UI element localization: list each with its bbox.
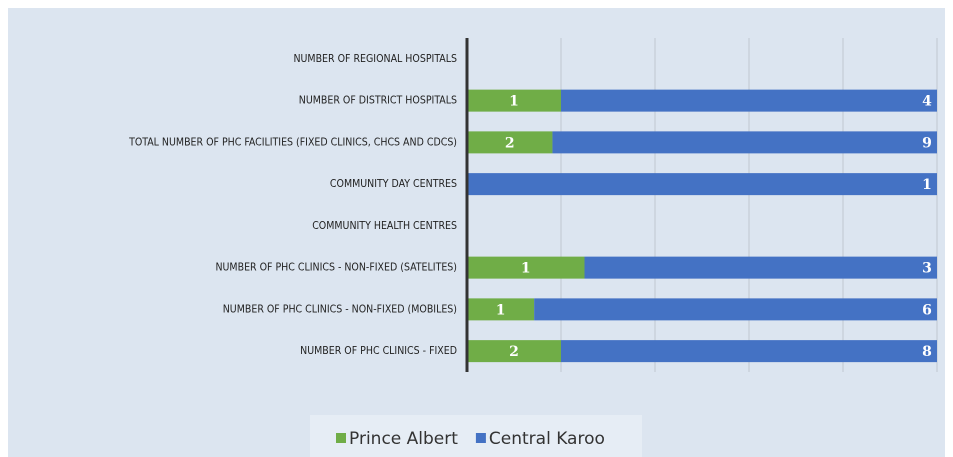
bar-segment: [467, 173, 937, 196]
bar-segment: [561, 89, 937, 112]
category-label: COMMUNITY HEALTH CENTRES: [312, 220, 457, 232]
bar-segment: [467, 131, 553, 154]
data-label: 1: [521, 261, 531, 277]
category-label: NUMBER OF DISTRICT HOSPITALS: [299, 95, 457, 107]
data-label: 1: [922, 177, 932, 193]
data-label: 1: [509, 94, 519, 110]
data-label: 6: [922, 302, 932, 318]
bar-segment: [467, 340, 561, 363]
category-label: NUMBER OF REGIONAL HOSPITALS: [293, 53, 457, 65]
data-label: 4: [922, 94, 932, 110]
category-label: NUMBER OF PHC CLINICS - NON-FIXED (SATEL…: [215, 262, 457, 274]
data-label: 8: [922, 344, 932, 360]
category-label: NUMBER OF PHC CLINICS - FIXED: [300, 345, 457, 357]
category-label: COMMUNITY DAY CENTRES: [330, 178, 457, 190]
bar-segment: [552, 131, 937, 154]
legend-swatch: [475, 433, 486, 443]
bar-segment: [467, 89, 561, 112]
data-label: 2: [505, 135, 515, 151]
data-label: 3: [922, 261, 932, 277]
bar-segment: [534, 298, 937, 321]
data-label: 1: [496, 302, 506, 318]
data-label: 9: [922, 135, 932, 151]
legend-label: Central Karoo: [489, 429, 605, 449]
legend-swatch: [336, 433, 346, 443]
data-label: 2: [509, 344, 519, 360]
bar-segment: [584, 256, 937, 279]
category-label: TOTAL NUMBER OF PHC FACILITIES (FIXED CL…: [128, 136, 457, 148]
bar-segment: [467, 298, 535, 321]
legend-label: Prince Albert: [349, 429, 458, 449]
bar-segment: [561, 340, 937, 363]
bar-segment: [467, 256, 585, 279]
chart-background: [8, 8, 945, 457]
category-label: NUMBER OF PHC CLINICS - NON-FIXED (MOBIL…: [223, 303, 457, 315]
